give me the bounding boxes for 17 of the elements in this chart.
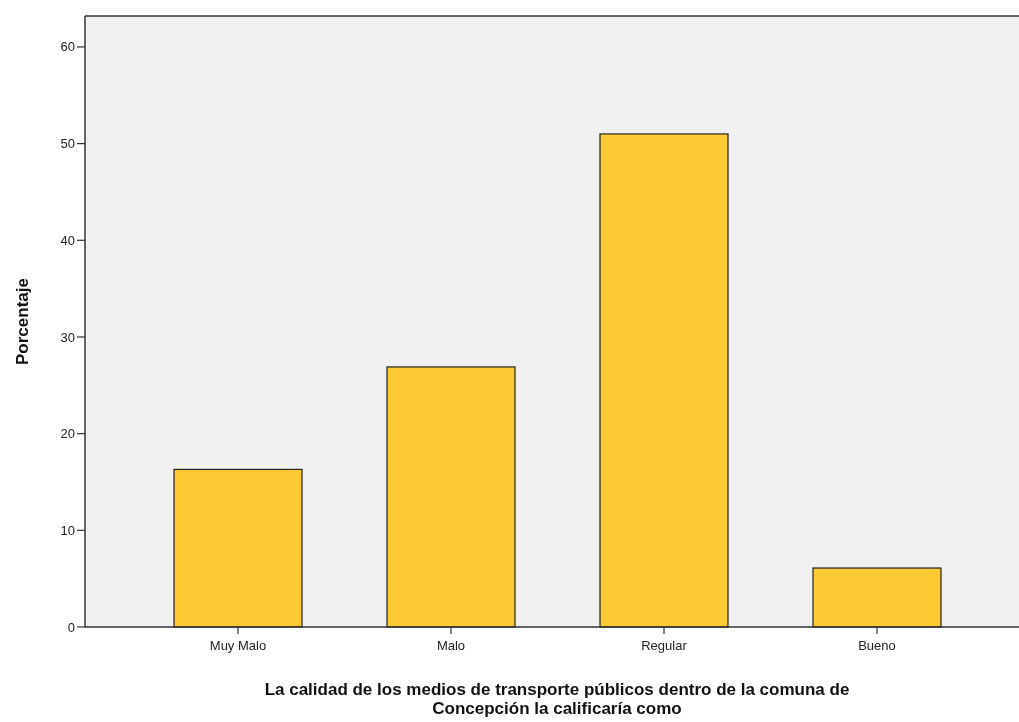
- x-tick-label: Regular: [641, 638, 688, 653]
- y-tick-label: 50: [60, 136, 75, 152]
- y-tick-label: 0: [67, 619, 75, 635]
- x-tick-label: Malo: [436, 638, 466, 653]
- y-tick-label: 10: [60, 522, 75, 538]
- y-tick-label: 20: [60, 426, 75, 442]
- bar: [812, 567, 942, 628]
- y-tick-label: 30: [60, 329, 75, 345]
- bar: [386, 366, 516, 628]
- x-tick-label: Muy Malo: [209, 638, 267, 653]
- y-tick-label: 40: [60, 232, 75, 248]
- x-axis-title: La calidad de los medios de transporte públicos dentro de la comuna de Concepción la calificaría como: [264, 680, 850, 718]
- bar: [173, 468, 303, 628]
- y-axis-title: Porcentaje: [13, 278, 32, 365]
- x-tick-label: Bueno: [858, 638, 896, 653]
- y-tick-label: 60: [60, 39, 75, 55]
- bar: [599, 133, 729, 628]
